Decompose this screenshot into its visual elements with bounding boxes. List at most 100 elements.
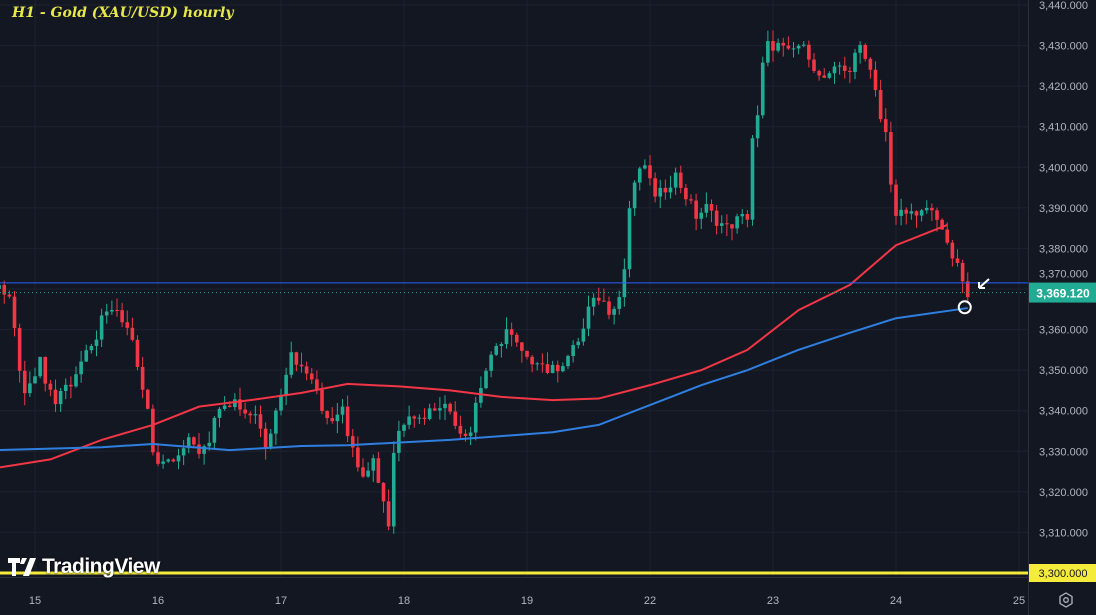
candle-body [668,187,673,193]
candle-body [299,364,304,367]
candle-body [965,281,970,298]
candle-body [58,390,63,405]
candle-body [99,315,104,340]
candle-body [443,403,447,409]
settings-gear-icon[interactable] [1058,592,1074,608]
candle-body [807,44,811,60]
candle-body [484,370,488,389]
candle-body [258,414,263,429]
candle-body [197,444,201,454]
candle-body [22,370,27,394]
candle-body [894,184,898,216]
candle-body [709,204,714,211]
annotation-circle [957,300,972,315]
candle-body [63,384,68,391]
price-tick-label: 3,370.000 [1039,269,1088,281]
candle-body [222,405,227,409]
candle-body [663,187,668,193]
price-tick-label: 3,330.000 [1039,446,1088,458]
candle-body [207,442,212,447]
candle-body [381,482,386,502]
candle-body [125,322,130,328]
candle-body [94,339,99,346]
candle-body [453,411,458,426]
candle-body [309,373,314,380]
candle-body [186,437,191,449]
candle-body [525,350,529,357]
candle-body [817,70,821,76]
candle-body [617,297,622,309]
candle-body [776,42,780,51]
chart-title: H1 - Gold (XAU/USD) hourly [12,5,234,21]
time-tick-label: 22 [644,595,656,607]
candle-body [391,452,396,527]
candle-body [837,65,842,67]
candle-body [745,214,750,220]
price-tick-label: 3,410.000 [1039,122,1088,134]
candle-body [417,417,422,419]
candle-body [586,306,591,329]
candle-body [812,59,816,71]
candle-body [684,187,688,200]
level-price-tag [1029,564,1096,582]
candle-body [786,45,791,49]
candle-body [612,308,616,315]
candle-body [853,52,857,72]
price-tick-label: 3,420.000 [1039,81,1088,93]
time-tick-label: 25 [1013,595,1025,607]
candle-body [914,211,919,216]
candle-body [448,403,452,412]
candle-body [422,417,427,419]
candle-body [514,334,519,343]
candle-body [699,212,704,219]
candle-body [361,467,365,477]
candle-body [115,309,119,311]
candle-body [427,408,432,419]
candle-body [955,258,960,263]
candle-body [468,432,473,436]
time-tick-label: 23 [767,595,779,607]
candle-body [643,165,647,169]
candle-body [868,58,873,70]
candle-body [791,48,796,50]
candle-body [566,355,570,367]
candle-body [689,199,693,201]
candle-body [576,341,581,346]
candle-body [438,408,442,411]
candle-body [217,408,222,418]
candle-body [755,115,760,139]
candle-body [335,414,340,422]
candle-body [120,310,124,323]
candle-body [340,406,345,415]
candle-body [848,70,852,72]
candle-body [350,436,355,448]
candle-body [673,172,678,188]
candle-body [801,44,806,46]
candle-body [950,242,955,259]
candle-body [463,433,468,436]
candle-body [84,350,89,362]
candle-body [637,168,642,183]
candle-body [458,425,463,434]
candle-body [678,172,683,188]
candle-body [33,376,37,384]
candle-body [796,45,801,49]
candle-body [602,300,606,302]
candle-body [842,65,847,71]
candle-body [135,339,140,367]
candle-body [771,41,775,51]
candle-body [591,297,596,307]
candle-body [227,405,232,408]
candle-body [79,361,83,375]
candle-body [156,452,160,464]
candle-body [53,389,58,405]
candle-body [0,284,1,289]
candle-body [494,346,499,355]
candle-body [627,208,632,270]
candle-body [473,402,478,433]
price-tick-label: 3,430.000 [1039,41,1088,53]
candle-body [535,363,540,365]
time-tick-label: 19 [521,595,533,607]
candle-body [832,66,837,74]
